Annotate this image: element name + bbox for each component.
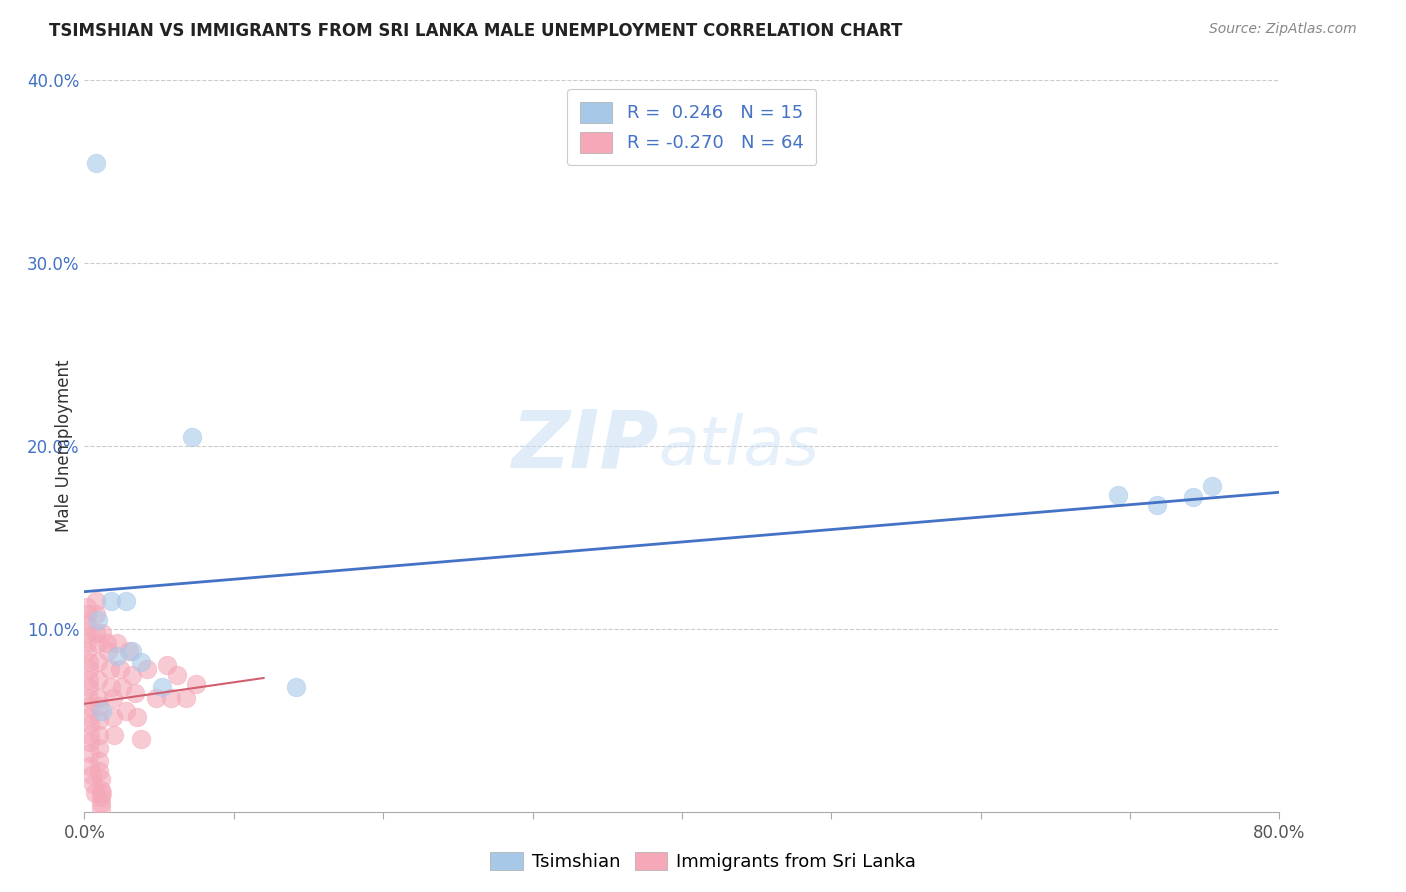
Point [160, 691, 183, 706]
Point [103, 728, 125, 742]
Point [77, 681, 100, 695]
Point [124, 686, 146, 700]
Point [100, 681, 122, 695]
Point [79, 717, 101, 731]
Point [110, 662, 132, 676]
Point [87, 691, 110, 706]
Point [86, 625, 108, 640]
Point [87, 655, 110, 669]
Point [1107, 488, 1129, 502]
Text: Source: ZipAtlas.com: Source: ZipAtlas.com [1209, 22, 1357, 37]
Point [77, 691, 100, 706]
Point [79, 759, 101, 773]
Point [105, 636, 128, 650]
Point [118, 644, 141, 658]
Point [87, 613, 110, 627]
Point [90, 801, 112, 815]
Point [79, 746, 101, 760]
Point [91, 625, 114, 640]
Point [76, 618, 98, 632]
Point [155, 658, 177, 673]
Legend: R =  0.246   N = 15, R = -0.270   N = 64: R = 0.246 N = 15, R = -0.270 N = 64 [567, 89, 817, 165]
Point [76, 599, 98, 614]
Point [87, 636, 110, 650]
Point [89, 714, 111, 728]
Point [101, 709, 124, 723]
Point [89, 754, 111, 768]
Point [1201, 479, 1223, 493]
Point [89, 764, 111, 779]
Point [87, 673, 110, 687]
Point [77, 655, 100, 669]
Point [98, 662, 121, 676]
Point [86, 594, 108, 608]
Point [89, 698, 111, 713]
Point [100, 594, 122, 608]
Point [80, 768, 103, 782]
Point [76, 636, 98, 650]
Point [111, 681, 134, 695]
Point [101, 691, 124, 706]
Point [90, 796, 112, 810]
Point [77, 673, 100, 687]
Point [77, 698, 100, 713]
Point [121, 644, 143, 658]
Point [76, 607, 98, 622]
Point [136, 662, 159, 676]
Point [174, 691, 197, 706]
Point [285, 681, 308, 695]
Point [97, 644, 120, 658]
Point [76, 644, 98, 658]
Text: ZIP: ZIP [510, 407, 658, 485]
Point [89, 728, 111, 742]
Point [145, 691, 167, 706]
Point [90, 782, 112, 797]
Point [76, 625, 98, 640]
Point [96, 636, 118, 650]
Point [186, 676, 208, 690]
Point [90, 772, 112, 786]
Text: atlas: atlas [658, 413, 820, 479]
Point [83, 787, 105, 801]
Y-axis label: Male Unemployment: Male Unemployment [55, 359, 73, 533]
Point [77, 709, 100, 723]
Point [166, 667, 188, 681]
Point [129, 655, 152, 669]
Point [77, 662, 100, 676]
Point [1181, 490, 1204, 504]
Point [115, 704, 138, 718]
Point [129, 731, 152, 746]
Point [105, 649, 128, 664]
Point [91, 787, 114, 801]
Point [90, 790, 112, 805]
Point [86, 155, 108, 169]
Point [86, 607, 108, 622]
Text: TSIMSHIAN VS IMMIGRANTS FROM SRI LANKA MALE UNEMPLOYMENT CORRELATION CHART: TSIMSHIAN VS IMMIGRANTS FROM SRI LANKA M… [49, 22, 903, 40]
Point [150, 681, 173, 695]
Point [91, 704, 114, 718]
Point [79, 735, 101, 749]
Point [115, 594, 138, 608]
Point [125, 709, 148, 723]
Point [82, 777, 104, 791]
Legend: Tsimshian, Immigrants from Sri Lanka: Tsimshian, Immigrants from Sri Lanka [482, 845, 924, 879]
Point [1146, 498, 1168, 512]
Point [121, 667, 143, 681]
Point [89, 740, 111, 755]
Point [79, 728, 101, 742]
Point [181, 430, 204, 444]
